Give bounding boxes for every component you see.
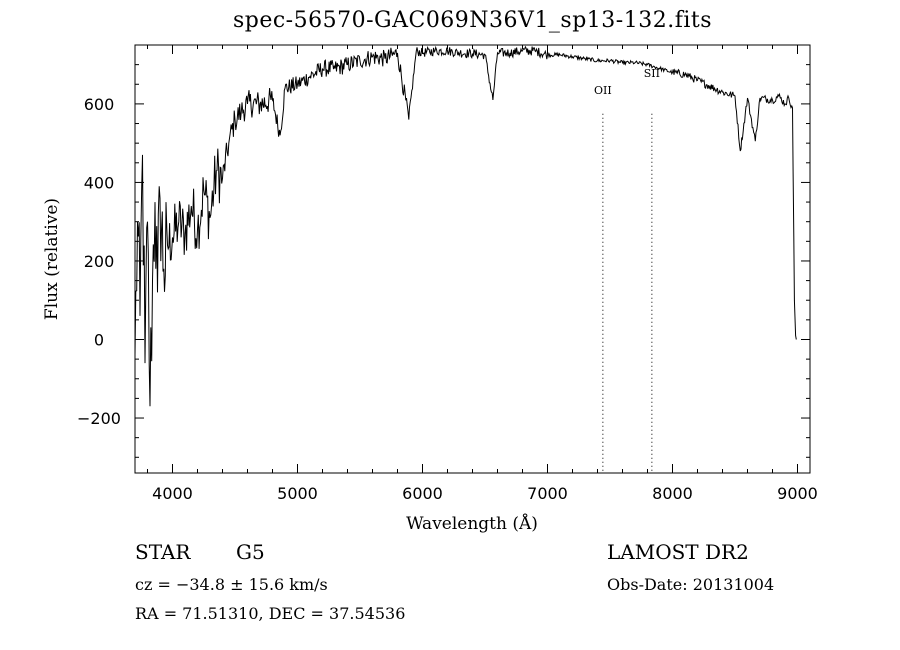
tick-labels: 4000 5000 6000 7000 8000 9000 −200 0 200 400 600 <box>77 95 818 503</box>
y-tick-label: 400 <box>84 173 115 192</box>
line-markers: OII SII <box>594 67 660 473</box>
y-axis-label: Flux (relative) <box>42 198 62 320</box>
survey-name: LAMOST DR2 <box>607 540 749 564</box>
y-tick-label: −200 <box>77 409 121 428</box>
line-label-oii: OII <box>594 84 612 97</box>
y-tick-label: 600 <box>84 95 115 114</box>
x-tick-label: 8000 <box>652 484 693 503</box>
spectrum-line <box>134 45 797 407</box>
obs-date: Obs-Date: 20131004 <box>607 575 775 594</box>
x-tick-label: 7000 <box>527 484 568 503</box>
x-tick-label: 5000 <box>277 484 318 503</box>
chart-title: spec-56570-GAC069N36V1_sp13-132.fits <box>232 8 713 33</box>
y-tick-label: 0 <box>94 330 104 349</box>
x-tick-label: 4000 <box>152 484 193 503</box>
line-label-sii: SII <box>644 67 660 80</box>
x-tick-label: 6000 <box>402 484 443 503</box>
y-tick-label: 200 <box>84 252 115 271</box>
axis-ticks <box>135 45 810 473</box>
object-subclass: G5 <box>236 540 265 564</box>
ra-dec: RA = 71.51310, DEC = 37.54536 <box>135 604 406 623</box>
redshift-line: cz = −34.8 ± 15.6 km/s <box>135 575 328 594</box>
x-tick-label: 9000 <box>777 484 818 503</box>
object-class: STAR <box>135 540 191 564</box>
x-axis-label: Wavelength (Å) <box>406 513 538 534</box>
plot-frame <box>134 44 811 474</box>
